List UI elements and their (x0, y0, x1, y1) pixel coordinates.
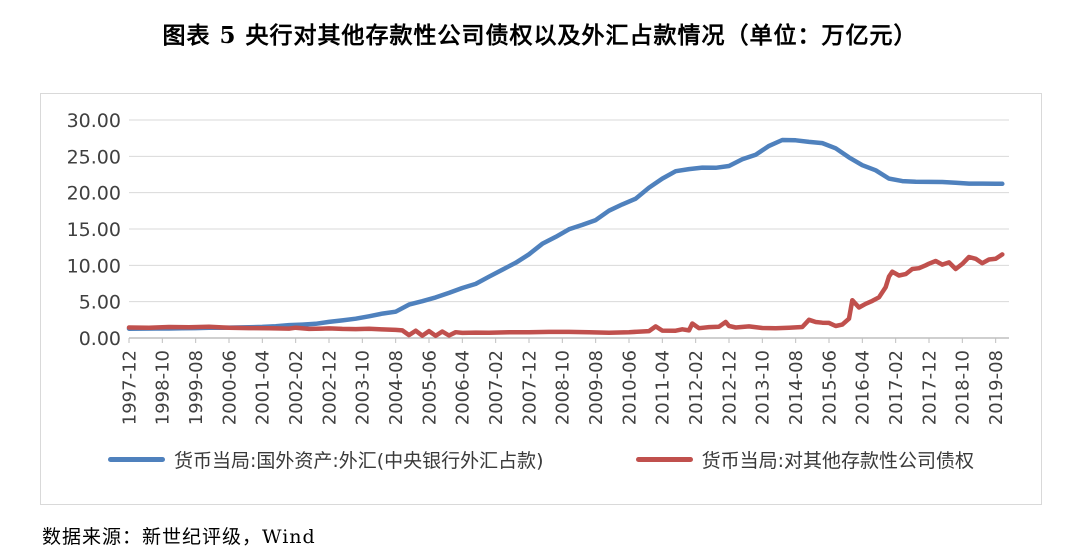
x-axis-labels: 1997-12 1998-10 1999-08 2000-06 2001-04 2002-… (119, 350, 1007, 425)
legend-item-odc: 货币当局:对其他存款性公司债权 (635, 446, 975, 473)
svg-text:2017-12: 2017-12 (919, 350, 940, 425)
svg-text:1997-12: 1997-12 (119, 350, 140, 425)
legend-label-fx: 货币当局:国外资产:外汇(中央银行外汇占款) (173, 450, 544, 472)
svg-text:2002-12: 2002-12 (319, 350, 340, 425)
svg-text:2002-02: 2002-02 (286, 350, 307, 425)
x-axis (128, 337, 1009, 343)
svg-text:10.00: 10.00 (67, 255, 121, 277)
data-source-note: 数据来源：新世纪评级，Wind (42, 526, 316, 548)
series-line-1 (126, 252, 1005, 339)
svg-text:2017-02: 2017-02 (886, 350, 907, 425)
svg-text:30.00: 30.00 (67, 110, 121, 132)
svg-text:2001-04: 2001-04 (253, 350, 274, 425)
legend-line-sample-red (635, 457, 693, 462)
svg-text:2005-06: 2005-06 (419, 350, 440, 425)
chart-canvas: 0.00 5.00 10.00 15.00 20.00 25.00 30.00 1997-12… (67, 110, 1009, 425)
svg-text:2011-04: 2011-04 (653, 350, 674, 425)
figure-title: 图表 5 央行对其他存款性公司债权以及外汇占款情况（单位：万亿元） (162, 22, 918, 49)
svg-text:2012-02: 2012-02 (686, 350, 707, 425)
chart-container: 0.00 5.00 10.00 15.00 20.00 25.00 30.00 1997-12… (40, 93, 1042, 505)
series-lines (126, 137, 1005, 339)
legend-line-sample-blue (107, 457, 165, 462)
svg-text:2019-08: 2019-08 (986, 350, 1007, 425)
svg-text:5.00: 5.00 (79, 292, 121, 314)
svg-text:25.00: 25.00 (67, 146, 121, 168)
svg-text:2007-12: 2007-12 (519, 350, 540, 425)
svg-text:2000-06: 2000-06 (219, 350, 240, 425)
svg-text:2012-12: 2012-12 (719, 350, 740, 425)
gridlines (129, 119, 1009, 303)
svg-text:1998-10: 1998-10 (153, 350, 174, 425)
legend-item-fx: 货币当局:国外资产:外汇(中央银行外汇占款) (107, 446, 544, 473)
svg-text:2003-10: 2003-10 (353, 350, 374, 425)
svg-text:2016-04: 2016-04 (853, 350, 874, 425)
svg-text:2010-06: 2010-06 (619, 350, 640, 425)
svg-text:2015-06: 2015-06 (819, 350, 840, 425)
svg-text:15.00: 15.00 (67, 219, 121, 241)
svg-text:2007-02: 2007-02 (486, 350, 507, 425)
svg-text:2018-10: 2018-10 (953, 350, 974, 425)
svg-text:1999-08: 1999-08 (186, 350, 207, 425)
chart-legend: 货币当局:国外资产:外汇(中央银行外汇占款) 货币当局:对其他存款性公司债权 (41, 446, 1041, 473)
svg-text:2014-08: 2014-08 (786, 350, 807, 425)
svg-text:20.00: 20.00 (67, 183, 121, 205)
svg-text:0.00: 0.00 (79, 328, 121, 350)
svg-text:2008-10: 2008-10 (553, 350, 574, 425)
svg-text:2009-08: 2009-08 (586, 350, 607, 425)
svg-text:2006-04: 2006-04 (453, 350, 474, 425)
svg-text:2013-10: 2013-10 (753, 350, 774, 425)
y-axis-labels: 0.00 5.00 10.00 15.00 20.00 25.00 30.00 (67, 110, 121, 350)
legend-label-odc: 货币当局:对其他存款性公司债权 (701, 450, 975, 472)
svg-text:2004-08: 2004-08 (386, 350, 407, 425)
